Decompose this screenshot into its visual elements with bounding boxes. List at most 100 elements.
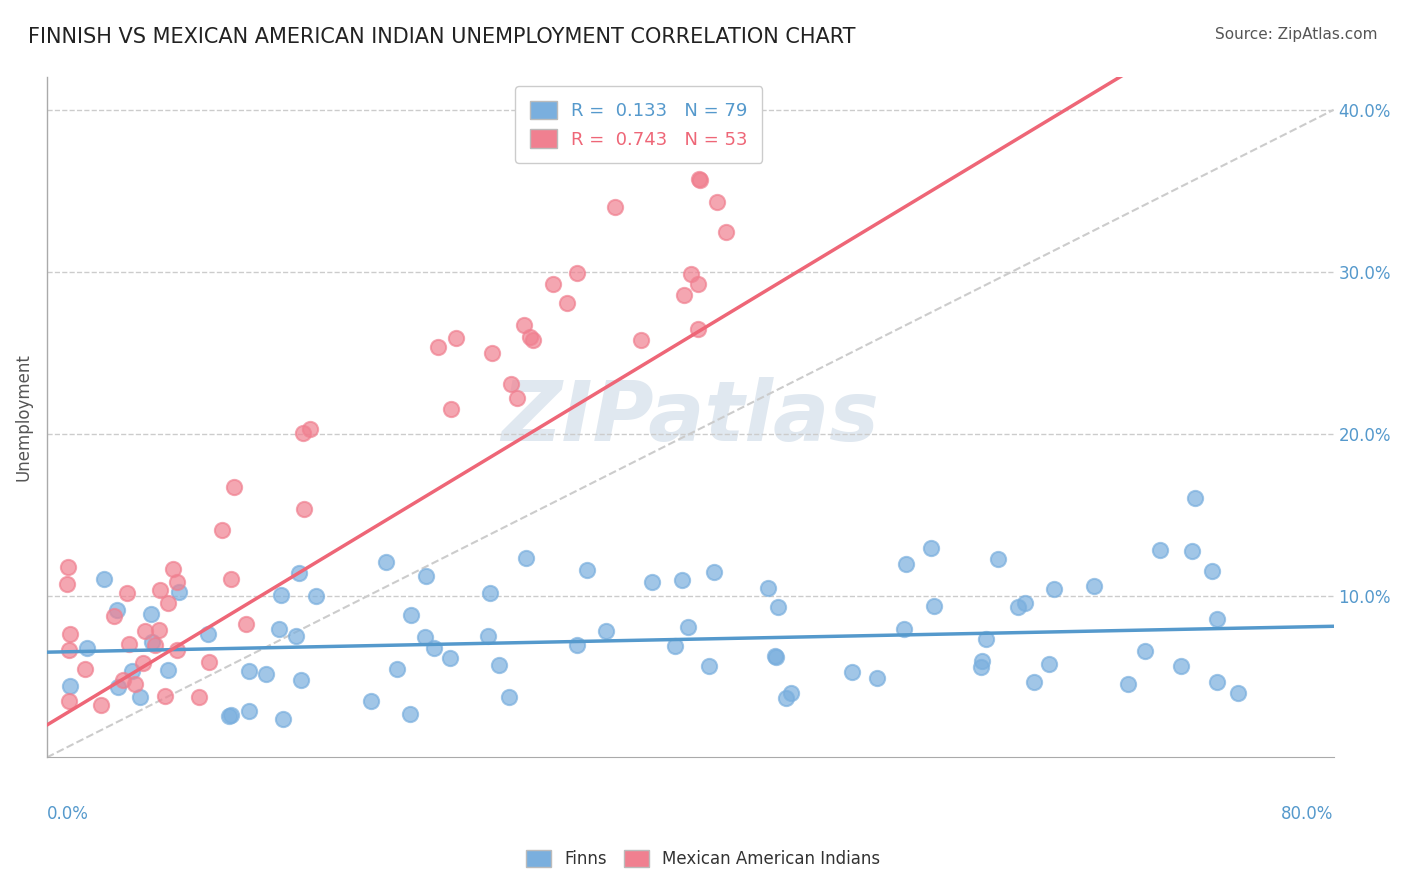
Point	[139, 607, 162, 621]
Point	[58, 643, 80, 657]
Point	[706, 194, 728, 209]
Point	[1014, 596, 1036, 610]
Point	[765, 649, 787, 664]
Point	[76, 640, 98, 655]
Point	[415, 569, 437, 583]
Point	[238, 664, 260, 678]
Point	[499, 377, 522, 392]
Point	[703, 566, 725, 580]
Point	[519, 330, 541, 344]
Point	[515, 551, 537, 566]
Point	[58, 679, 80, 693]
Point	[1042, 582, 1064, 597]
Point	[188, 690, 211, 705]
Point	[270, 589, 292, 603]
Point	[1149, 543, 1171, 558]
Point	[986, 552, 1008, 566]
Point	[541, 277, 564, 292]
Point	[679, 267, 702, 281]
Point	[440, 401, 463, 416]
Point	[162, 561, 184, 575]
Point	[305, 590, 328, 604]
Text: ZIPatlas: ZIPatlas	[502, 377, 879, 458]
Point	[575, 563, 598, 577]
Point	[595, 624, 617, 639]
Y-axis label: Unemployment: Unemployment	[15, 353, 32, 482]
Point	[166, 642, 188, 657]
Point	[603, 200, 626, 214]
Point	[413, 631, 436, 645]
Text: FINNISH VS MEXICAN AMERICAN INDIAN UNEMPLOYMENT CORRELATION CHART: FINNISH VS MEXICAN AMERICAN INDIAN UNEMP…	[28, 27, 856, 46]
Point	[155, 690, 177, 704]
Point	[780, 685, 803, 699]
Point	[565, 638, 588, 652]
Point	[103, 609, 125, 624]
Point	[75, 662, 97, 676]
Point	[219, 572, 242, 586]
Point	[686, 322, 709, 336]
Point	[768, 600, 790, 615]
Point	[920, 541, 942, 555]
Point	[555, 296, 578, 310]
Text: 80.0%: 80.0%	[1281, 805, 1334, 823]
Legend: Finns, Mexican American Indians: Finns, Mexican American Indians	[519, 843, 887, 875]
Point	[688, 172, 710, 186]
Point	[672, 288, 695, 302]
Point	[291, 426, 314, 441]
Point	[156, 596, 179, 610]
Point	[894, 557, 917, 571]
Point	[148, 623, 170, 637]
Point	[58, 626, 80, 640]
Point	[374, 555, 396, 569]
Point	[506, 392, 529, 406]
Point	[1083, 579, 1105, 593]
Point	[218, 709, 240, 723]
Point	[664, 639, 686, 653]
Point	[481, 346, 503, 360]
Point	[292, 502, 315, 516]
Point	[1022, 674, 1045, 689]
Point	[1007, 599, 1029, 614]
Point	[157, 663, 180, 677]
Point	[1201, 564, 1223, 578]
Point	[630, 333, 652, 347]
Point	[197, 627, 219, 641]
Point	[111, 673, 134, 688]
Point	[238, 704, 260, 718]
Point	[974, 632, 997, 646]
Point	[1170, 659, 1192, 673]
Point	[763, 648, 786, 663]
Point	[439, 651, 461, 665]
Point	[254, 666, 277, 681]
Point	[271, 712, 294, 726]
Point	[922, 599, 945, 614]
Point	[970, 660, 993, 674]
Point	[488, 658, 510, 673]
Point	[134, 624, 156, 639]
Point	[444, 330, 467, 344]
Point	[141, 634, 163, 648]
Point	[893, 622, 915, 636]
Point	[107, 680, 129, 694]
Point	[478, 586, 501, 600]
Point	[269, 623, 291, 637]
Point	[288, 566, 311, 580]
Point	[105, 603, 128, 617]
Point	[498, 690, 520, 704]
Point	[167, 585, 190, 599]
Text: Source: ZipAtlas.com: Source: ZipAtlas.com	[1215, 27, 1378, 42]
Point	[290, 673, 312, 687]
Point	[149, 582, 172, 597]
Point	[1038, 657, 1060, 671]
Text: 0.0%: 0.0%	[46, 805, 89, 823]
Point	[211, 523, 233, 537]
Point	[1116, 677, 1139, 691]
Point	[1135, 644, 1157, 658]
Point	[224, 480, 246, 494]
Point	[423, 641, 446, 656]
Point	[118, 637, 141, 651]
Point	[1184, 491, 1206, 506]
Point	[93, 572, 115, 586]
Point	[124, 677, 146, 691]
Point	[121, 664, 143, 678]
